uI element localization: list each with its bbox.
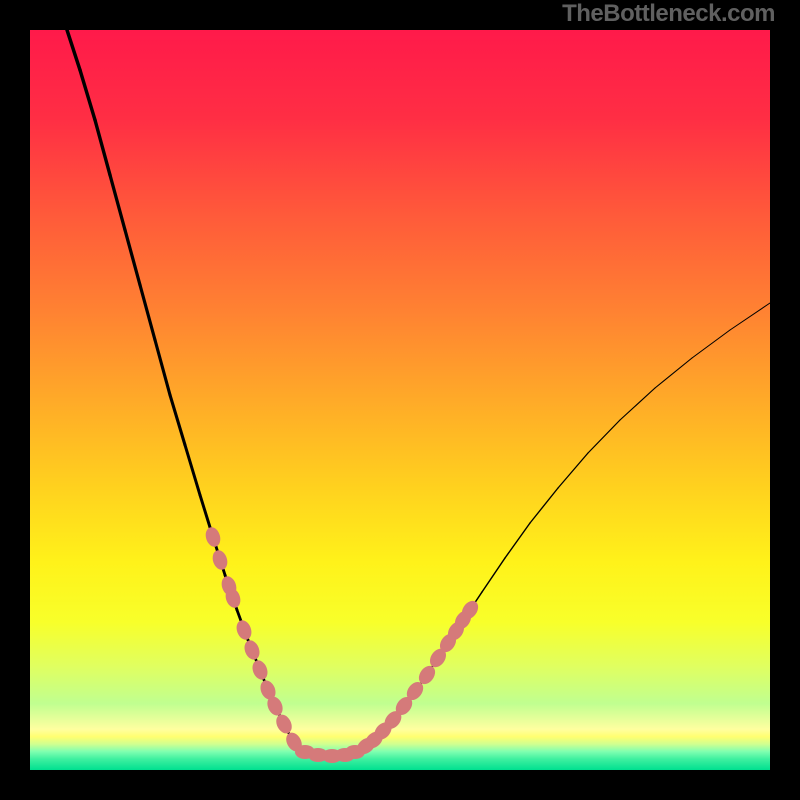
plot-area [30, 30, 770, 770]
watermark-text: TheBottleneck.com [562, 0, 775, 28]
chart-svg [0, 0, 800, 800]
